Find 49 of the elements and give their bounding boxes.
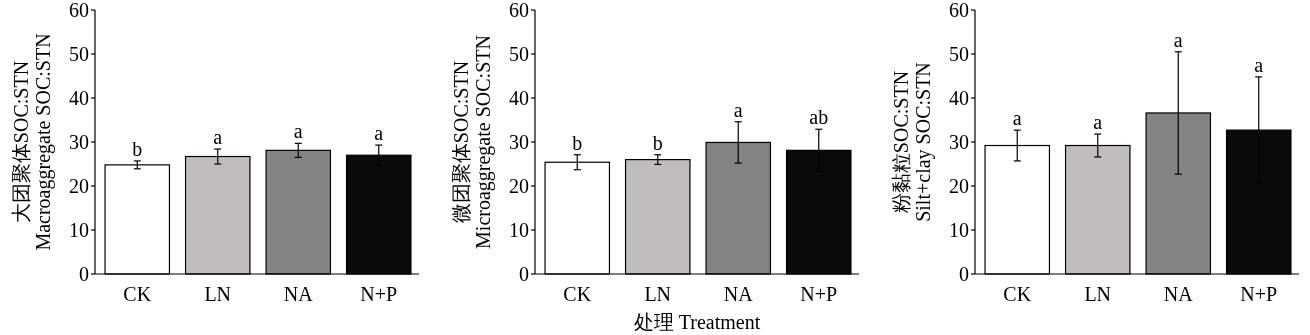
y-tick-label: 50 xyxy=(69,43,89,65)
y-tick-label: 40 xyxy=(949,87,969,109)
y-tick-label: 20 xyxy=(69,175,89,197)
y-tick-label: 20 xyxy=(949,175,969,197)
y-tick-label: 10 xyxy=(949,219,969,241)
x-axis-title: 处理 Treatment xyxy=(633,311,761,333)
x-tick-label: N+P xyxy=(1240,283,1278,305)
y-tick-label: 10 xyxy=(509,219,529,241)
x-tick-label: NA xyxy=(1163,283,1194,305)
y-tick-label: 0 xyxy=(519,263,529,285)
y-tick-label: 60 xyxy=(509,0,529,21)
y-tick-label: 0 xyxy=(959,263,969,285)
y-axis-title: 微团聚体SOC:STN Microaggregate SOC:STN xyxy=(450,35,495,249)
annotation: a xyxy=(1173,28,1183,51)
x-tick-label: N+P xyxy=(360,283,398,305)
y-tick-label: 0 xyxy=(79,263,89,285)
annotation: a xyxy=(374,122,384,145)
y-tick-label: 60 xyxy=(69,0,89,21)
x-tick-label: NA xyxy=(723,283,754,305)
y-axis-title: 粉黏粒SOC:STN Silt+clay SOC:STN xyxy=(890,62,935,222)
x-tick-label: LN xyxy=(644,283,672,305)
y-tick-label: 30 xyxy=(69,131,89,153)
annotation: a xyxy=(293,120,303,143)
x-tick-label: NA xyxy=(283,283,314,305)
y-tick-label: 30 xyxy=(509,131,529,153)
x-tick-label: N+P xyxy=(800,283,838,305)
x-tick-label: CK xyxy=(563,283,592,305)
annotation: ab xyxy=(809,106,829,129)
annotation: b xyxy=(652,131,663,154)
x-tick-label: LN xyxy=(204,283,232,305)
annotation: a xyxy=(733,98,743,121)
y-tick-label: 50 xyxy=(509,43,529,65)
annotation: a xyxy=(213,126,223,149)
annotation: a xyxy=(1012,107,1022,130)
annotation: a xyxy=(1254,53,1264,76)
y-axis-title: 大团聚体SOC:STN Macroaggregate SOC:STN xyxy=(10,33,55,251)
y-tick-label: 30 xyxy=(949,131,969,153)
annotation: a xyxy=(1093,111,1103,134)
y-tick-label: 50 xyxy=(949,43,969,65)
x-tick-label: CK xyxy=(1003,283,1032,305)
y-tick-label: 40 xyxy=(69,87,89,109)
annotation: b xyxy=(132,137,143,160)
y-tick-label: 10 xyxy=(69,219,89,241)
annotation: b xyxy=(572,131,583,154)
y-tick-label: 20 xyxy=(509,175,529,197)
y-tick-label: 60 xyxy=(949,0,969,21)
y-tick-label: 40 xyxy=(509,87,529,109)
x-tick-label: LN xyxy=(1084,283,1112,305)
x-tick-label: CK xyxy=(123,283,152,305)
